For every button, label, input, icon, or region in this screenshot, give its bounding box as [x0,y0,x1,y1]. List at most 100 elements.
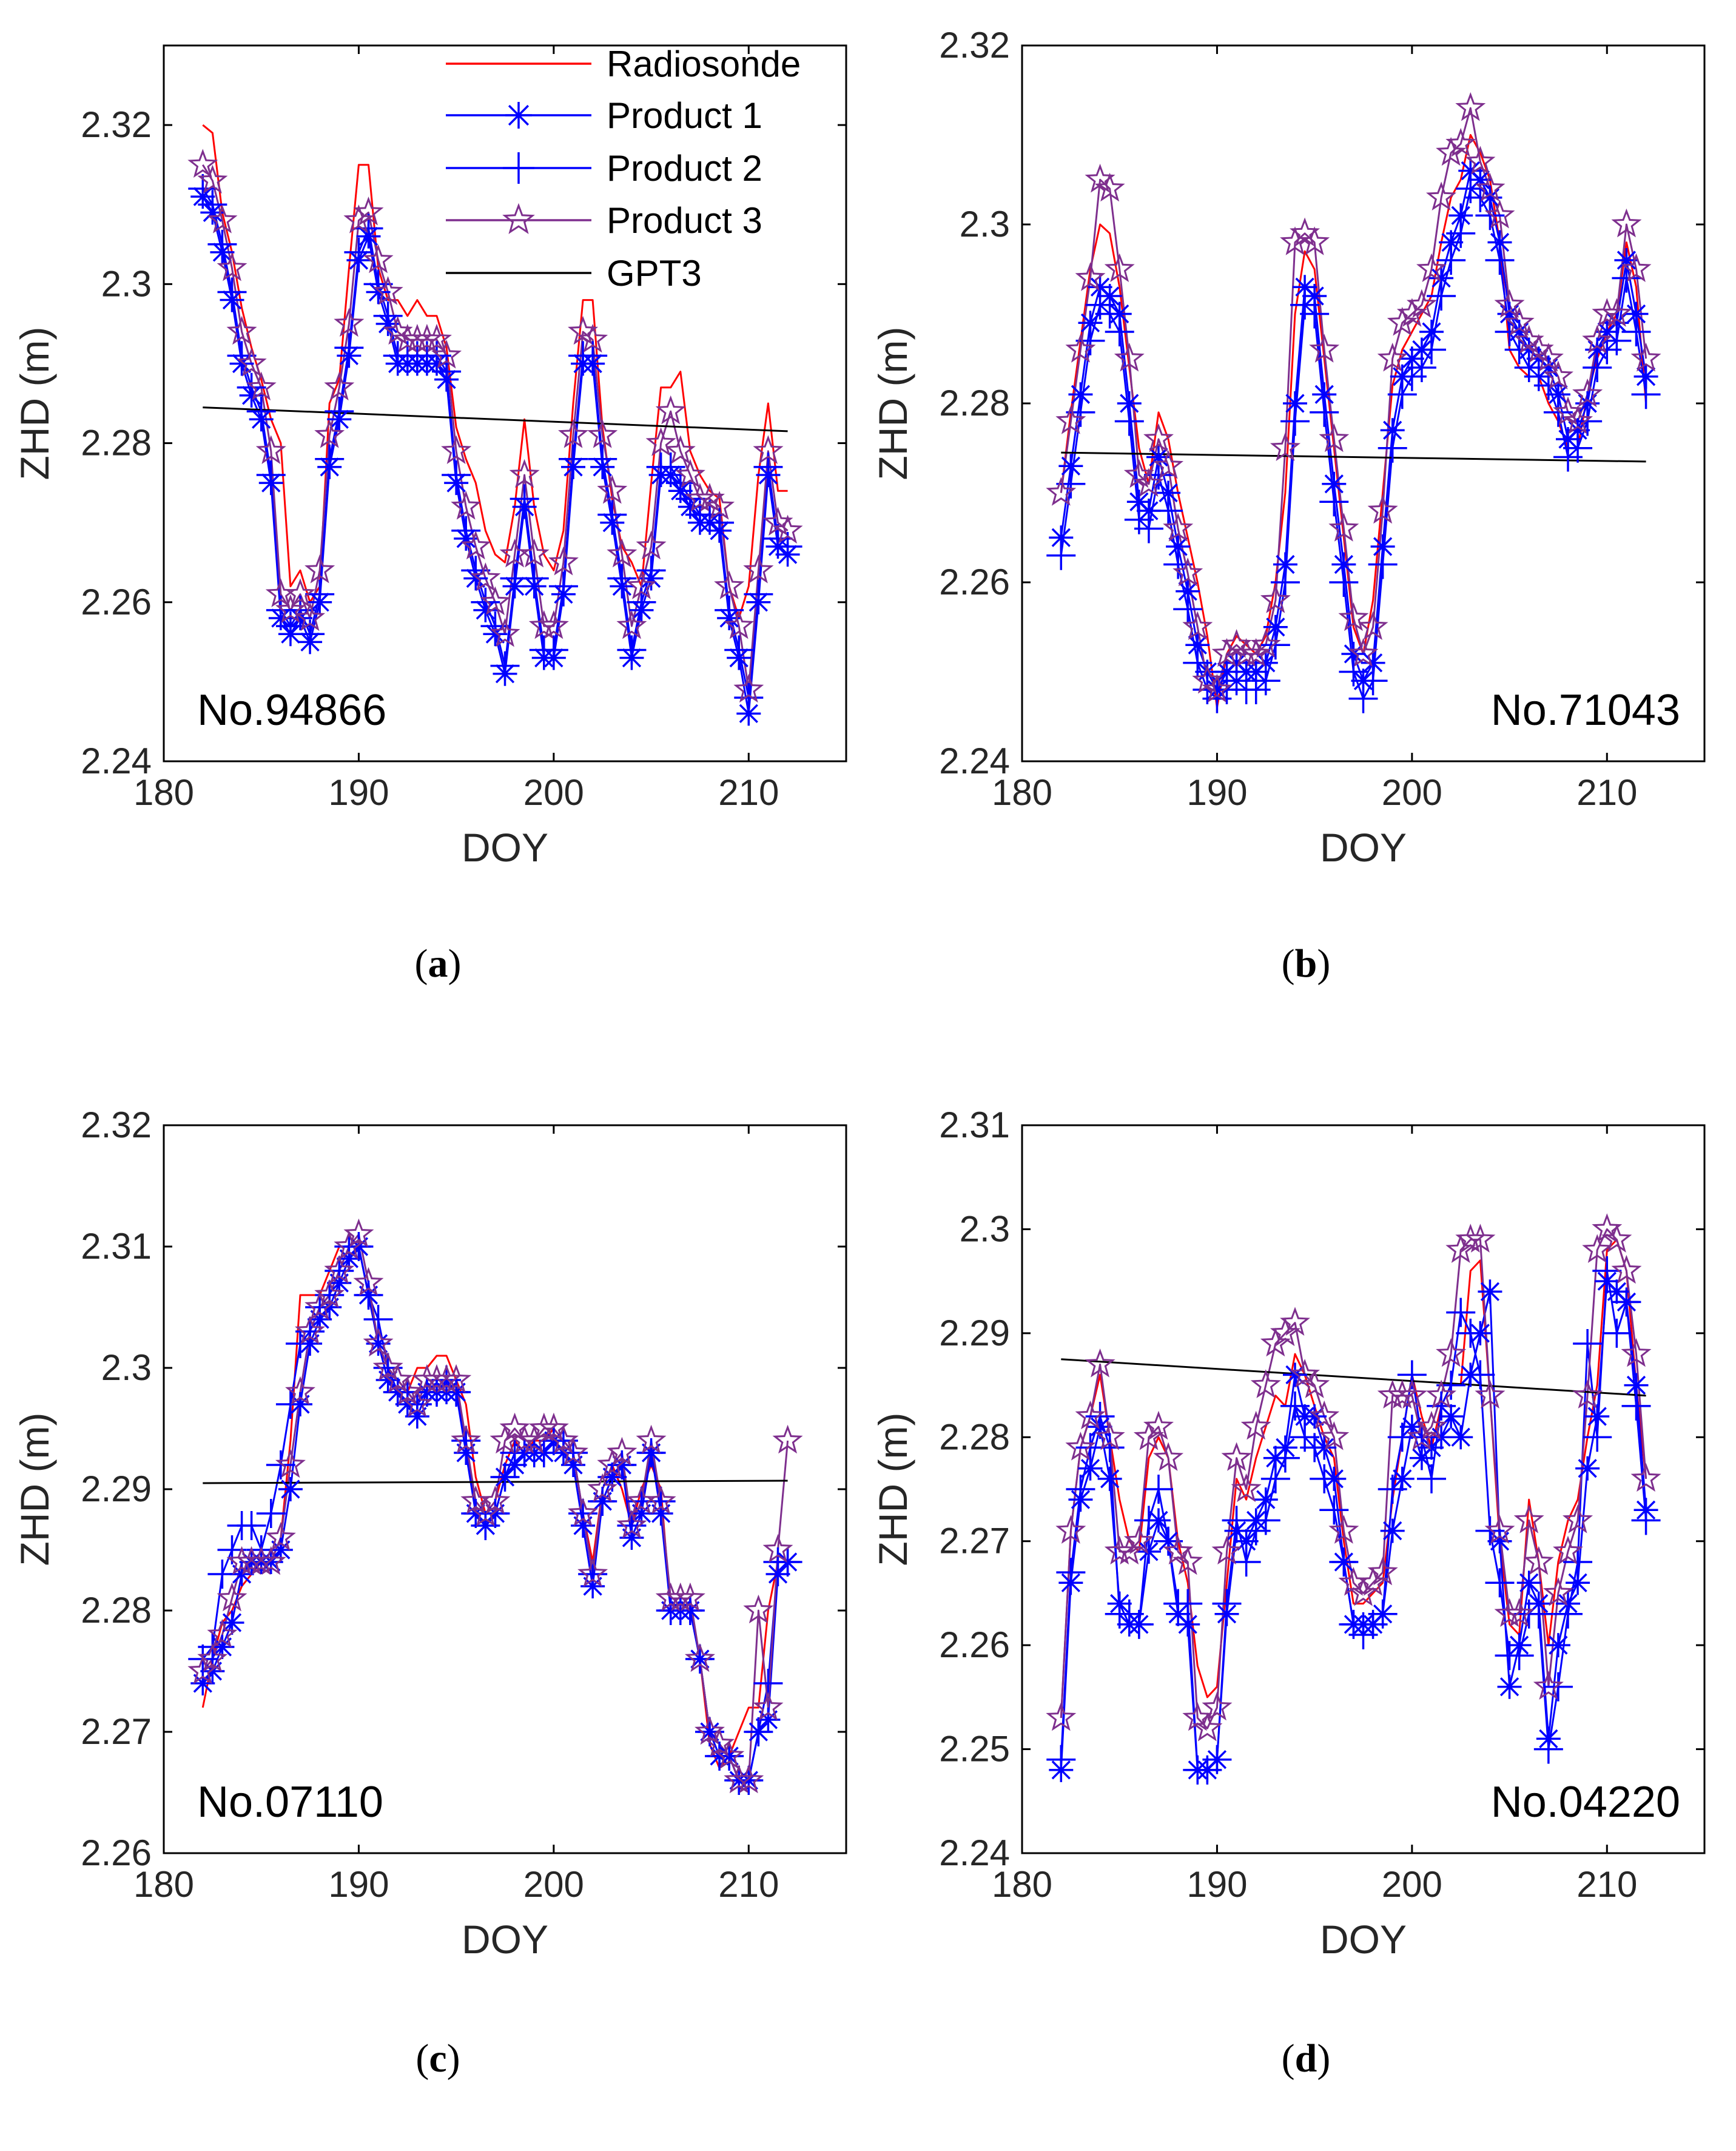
data-point-product-3 [1582,325,1613,354]
data-point-product-1 [1302,284,1327,308]
plot-area [1046,92,1661,713]
data-point-product-2 [344,1232,374,1261]
data-point-product-3 [509,1424,540,1454]
data-point-product-2 [344,237,374,267]
data-point-product-2 [373,301,403,331]
data-point-product-2 [588,444,617,474]
y-axis-label: ZHD (m) [870,327,915,480]
data-point-product-1 [1478,1279,1502,1304]
data-point-product-3 [441,1364,472,1393]
data-point-product-2 [559,1438,588,1467]
data-point-product-2 [1163,550,1193,579]
data-point-product-1 [1185,633,1210,658]
markers-product-2 [1046,1256,1661,1785]
data-point-product-2 [1260,1464,1290,1493]
data-point-product-3 [285,578,315,607]
y-tick-label: 2.32 [939,25,1010,66]
station-label: No.04220 [1491,1778,1680,1826]
data-point-product-3 [490,618,520,647]
data-point-product-3 [197,164,228,194]
data-point-product-3 [772,1424,803,1454]
data-point-product-1 [1624,301,1649,326]
data-point-product-3 [1465,1224,1496,1253]
data-point-product-3 [1445,127,1476,157]
panel-c: 180 190 200 210 2.26 2.27 2.28 2.29 2.3 2.31 2.32 D… [12,1105,847,2081]
data-point-product-3 [519,1424,550,1454]
data-point-product-2 [1183,648,1213,678]
data-point-product-3 [762,1533,793,1563]
data-point-product-3 [1260,584,1291,613]
data-point-product-3 [363,1327,394,1357]
data-point-product-2 [207,1560,237,1589]
data-point-product-1 [1390,1466,1415,1491]
data-point-product-2 [734,1766,764,1795]
data-point-product-3 [314,1279,345,1308]
data-point-product-3 [733,1764,764,1794]
data-point-product-3 [1563,1504,1593,1533]
data-point-product-3 [753,1691,784,1721]
y-tick-label: 2.31 [81,1226,152,1267]
data-point-product-2 [1417,335,1446,365]
data-point-product-3 [577,1558,608,1587]
data-point-product-3 [1513,1504,1544,1533]
data-point-product-3 [1621,253,1652,282]
markers-product-3 [187,1218,803,1794]
data-point-product-3 [402,1388,432,1418]
data-point-product-2 [1456,1318,1485,1348]
data-point-product-2 [266,1450,295,1479]
data-point-product-3 [684,483,715,512]
data-point-product-3 [704,491,735,520]
data-point-product-3 [411,323,442,353]
data-point-product-3 [743,1594,774,1624]
data-point-product-2 [1280,1391,1310,1421]
data-point-product-2 [1114,406,1144,436]
data-point-product-3 [1630,342,1661,372]
data-point-product-2 [1621,317,1651,346]
data-point-product-3 [1494,289,1525,318]
data-point-product-3 [1075,1400,1106,1430]
x-tick-label: 180 [992,1864,1052,1905]
data-point-product-3 [1046,477,1077,506]
data-point-product-3 [1104,253,1135,282]
data-point-product-3 [528,1412,559,1442]
data-point-product-3 [1280,1307,1310,1336]
data-point-product-2 [1310,397,1339,427]
data-point-product-2 [1075,326,1105,355]
data-point-product-2 [1368,550,1398,579]
data-point-product-3 [558,419,588,448]
data-point-product-3 [1630,1463,1661,1492]
data-point-product-3 [655,395,686,425]
data-point-product-2 [354,1281,383,1310]
series-line-gpt3 [203,1479,788,1484]
data-point-product-3 [1143,423,1174,453]
y-tick-label: 2.28 [939,1416,1010,1457]
data-point-product-3 [343,1218,374,1248]
data-point-product-3 [324,1254,355,1284]
data-point-product-2 [1475,201,1505,231]
y-tick-label: 2.29 [939,1313,1010,1353]
markers-product-3 [187,149,803,703]
data-point-product-3 [217,252,247,281]
data-point-product-2 [1543,1672,1573,1702]
data-point-product-2 [1524,1599,1553,1629]
data-point-product-3 [1328,513,1359,542]
y-tick-label: 2.24 [939,1833,1010,1873]
data-point-product-3 [1533,342,1564,372]
data-point-product-2 [490,1463,520,1492]
data-point-product-2 [305,579,335,609]
data-point-product-1 [1302,1404,1327,1429]
data-point-product-2 [275,1390,305,1419]
data-point-product-1 [1263,614,1288,639]
data-point-product-2 [1563,1547,1593,1577]
data-point-product-3 [480,1485,511,1515]
data-point-product-3 [636,1424,667,1454]
data-point-product-3 [724,1764,755,1794]
data-point-product-2 [1231,1547,1261,1577]
data-point-product-2 [1339,657,1368,687]
data-point-product-3 [1046,1702,1077,1731]
data-point-product-2 [1378,1475,1407,1504]
data-point-product-2 [1465,1360,1495,1390]
data-point-product-3 [1426,1379,1457,1409]
y-axis-label: ZHD (m) [870,1413,915,1566]
data-point-product-2 [1358,666,1388,696]
